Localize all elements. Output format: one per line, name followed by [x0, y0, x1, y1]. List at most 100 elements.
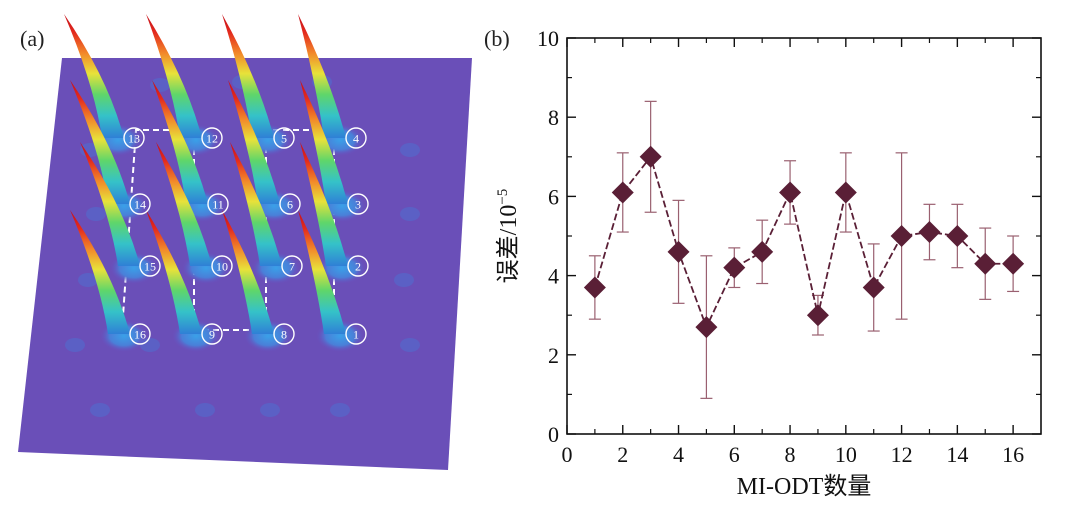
y-tick-label: 6 — [548, 184, 559, 209]
data-point-marker — [974, 252, 997, 275]
dim-trap-spot — [330, 403, 350, 417]
data-point-marker — [723, 256, 746, 279]
site-label-number: 7 — [289, 260, 295, 274]
dim-trap-spot — [195, 403, 215, 417]
site-label: 13 — [123, 127, 145, 149]
data-point-marker — [862, 276, 885, 299]
x-tick-label: 8 — [785, 442, 796, 467]
site-label-ring — [273, 323, 295, 345]
dim-trap-spot — [400, 143, 420, 157]
site-label-ring — [201, 127, 223, 149]
site-label-number: 16 — [134, 328, 146, 342]
site-label: 14 — [129, 193, 151, 215]
dim-trap-spot — [260, 403, 280, 417]
dim-trap-spot — [394, 273, 414, 287]
trap-intensity-peak — [156, 142, 212, 266]
trap-intensity-peak — [228, 80, 280, 204]
tweezer-array-render: 13 12 5 4 14 11 6 3 15 10 7 2 16 9 8 1 — [18, 14, 472, 470]
x-tick-label: 2 — [617, 442, 628, 467]
site-label: 3 — [347, 193, 369, 215]
site-label: 1 — [345, 323, 367, 345]
site-label: 15 — [139, 255, 161, 277]
trap-intensity-peak — [152, 80, 208, 204]
y-tick-label: 0 — [548, 422, 559, 447]
tweezer-array-image: 13 12 5 4 14 11 6 3 15 10 7 2 16 9 8 1 — [0, 0, 480, 516]
site-label-number: 13 — [128, 132, 140, 146]
y-axis-label-main: 误差/10 — [495, 205, 522, 284]
data-point-marker — [751, 240, 774, 263]
site-label-number: 8 — [281, 328, 287, 342]
panel-b-label: (b) — [484, 26, 510, 51]
site-label: 8 — [273, 323, 295, 345]
data-point-marker — [1002, 252, 1025, 275]
trap-intensity-peak — [222, 210, 274, 334]
site-label-ring — [279, 193, 301, 215]
trap-intensity-peak — [64, 14, 124, 138]
y-tick-label: 4 — [548, 264, 559, 289]
trap-intensity-peak — [70, 80, 130, 204]
plot-frame — [566, 37, 1042, 435]
site-label-ring — [211, 255, 233, 277]
data-point-marker — [918, 221, 941, 244]
error-chart-panel: 0 2 4 6 8 10 12 14 16 0 2 4 6 8 10 MI-ODT数量 误差/10−5 — [480, 0, 1080, 516]
x-tick-label: 16 — [1002, 442, 1024, 467]
trap-intensity-peak — [300, 142, 348, 266]
site-label: 7 — [281, 255, 303, 277]
site-label-ring — [139, 255, 161, 277]
site-label: 10 — [211, 255, 233, 277]
y-tick-label: 10 — [537, 26, 559, 51]
site-label-ring — [123, 127, 145, 149]
site-label-number: 6 — [287, 198, 293, 212]
trap-intensity-peak — [70, 210, 130, 334]
trap-intensity-peak — [298, 210, 346, 334]
x-tick-label: 0 — [562, 442, 573, 467]
y-axis-label: 误差/10−5 — [495, 189, 522, 284]
site-label-number: 4 — [353, 132, 359, 146]
site-label: 5 — [273, 127, 295, 149]
site-label: 12 — [201, 127, 223, 149]
dim-trap-spot — [150, 78, 170, 92]
site-label: 4 — [345, 127, 367, 149]
data-point-marker — [667, 240, 690, 263]
site-label-ring — [281, 255, 303, 277]
dim-trap-spot — [400, 207, 420, 221]
dim-trap-spot — [65, 338, 85, 352]
y-tick-label: 8 — [548, 105, 559, 130]
site-label-number: 3 — [355, 198, 361, 212]
trap-intensity-peak — [300, 80, 348, 204]
x-tick-label: 14 — [946, 442, 968, 467]
data-point-marker — [695, 316, 718, 339]
data-point-marker — [890, 225, 913, 247]
trap-intensity-peak — [146, 210, 202, 334]
data-point-marker — [639, 145, 662, 168]
dim-trap-spot — [90, 403, 110, 417]
x-tick-label: 10 — [835, 442, 857, 467]
series-line — [594, 154, 1014, 330]
data-point-marker — [611, 181, 634, 204]
x-tick-label: 6 — [729, 442, 740, 467]
transport-path — [121, 129, 335, 345]
x-tick-label: 4 — [673, 442, 684, 467]
site-label-number: 15 — [144, 260, 156, 274]
data-point-marker — [779, 181, 802, 204]
site-label-ring — [345, 323, 367, 345]
site-label: 6 — [279, 193, 301, 215]
site-label-number: 5 — [281, 132, 287, 146]
dim-trap-spot — [400, 338, 420, 352]
data-point-marker — [583, 276, 606, 299]
site-label-number: 11 — [212, 198, 224, 212]
error-chart: 0 2 4 6 8 10 12 14 16 0 2 4 6 8 10 MI-ODT数量 误差/10−5 — [495, 26, 1042, 500]
site-label-number: 12 — [206, 132, 218, 146]
trap-intensity-peak — [80, 142, 140, 266]
dim-trap-spot — [78, 273, 98, 287]
panel-a-label: (a) — [20, 26, 45, 51]
site-label-ring — [347, 193, 369, 215]
site-label: 9 — [201, 323, 223, 345]
site-label-ring — [201, 323, 223, 345]
data-point-marker — [946, 225, 969, 247]
site-label: 11 — [207, 193, 229, 215]
x-axis-label: MI-ODT数量 — [737, 473, 872, 500]
x-tick-label: 12 — [891, 442, 913, 467]
trap-intensity-peak — [222, 14, 274, 138]
site-label-ring — [207, 193, 229, 215]
